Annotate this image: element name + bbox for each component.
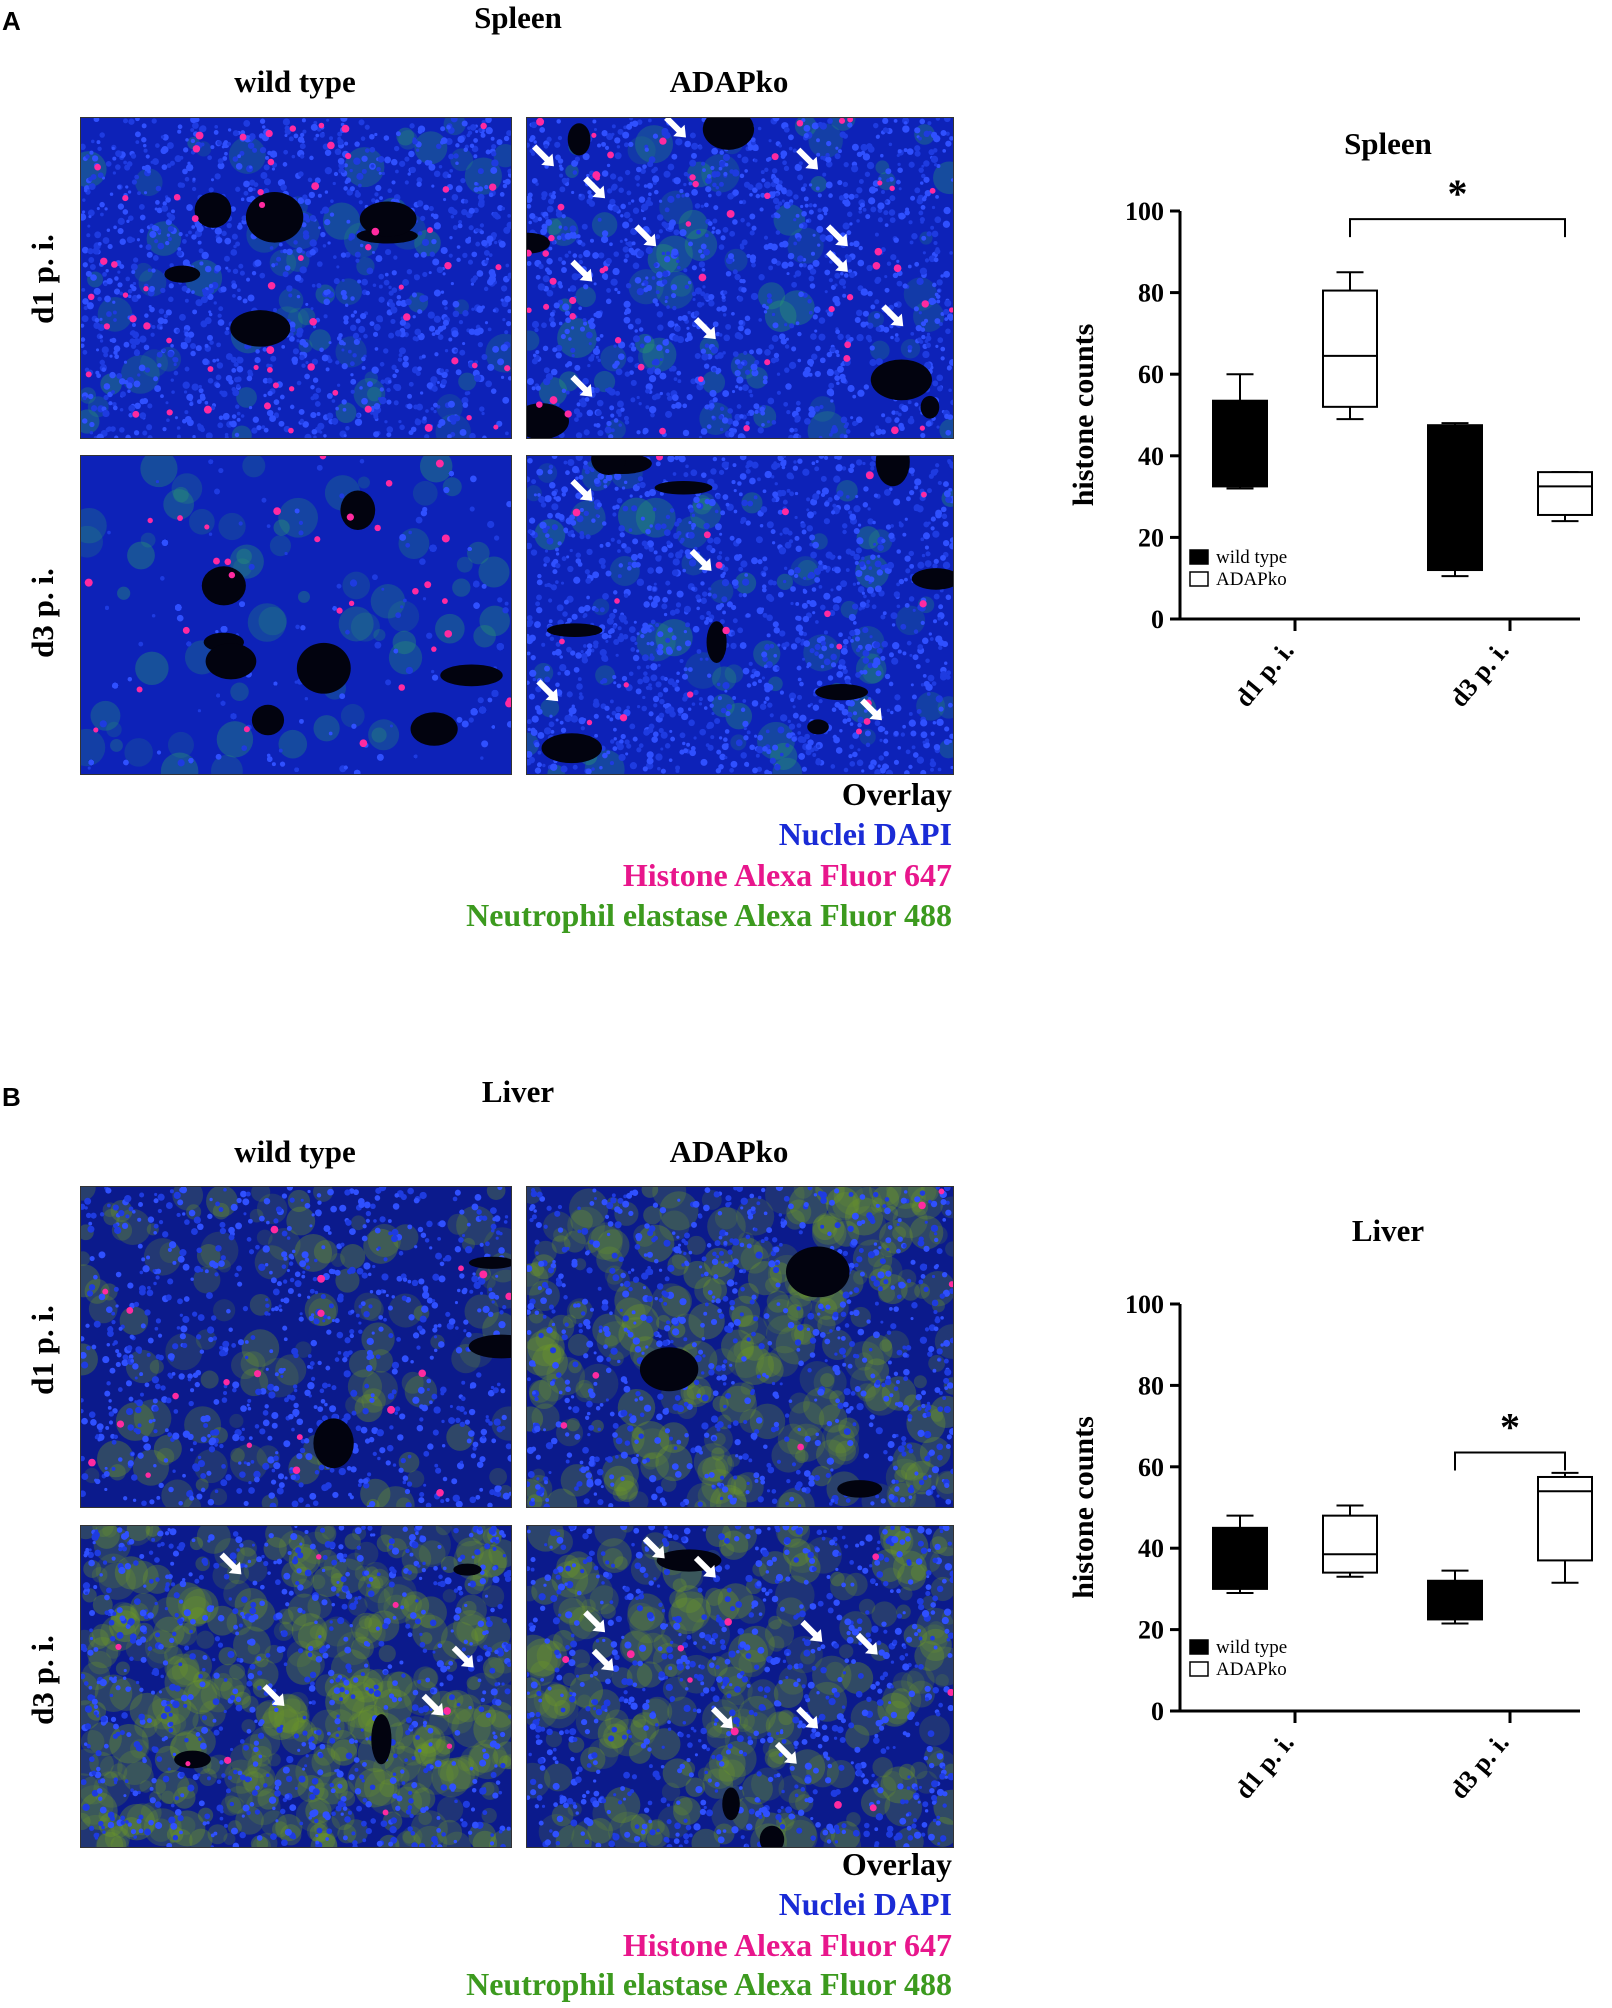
x-tick-label: d1 p. i. [1229,1728,1300,1804]
arrow-marker [693,1555,716,1578]
box-adapko [1537,471,1593,516]
arrow-marker [570,374,593,397]
x-tick-label: d3 p. i. [1444,636,1515,712]
chart-title: Spleen [1344,126,1432,161]
arrow-marker [262,1684,285,1707]
panel-letter-a: A [2,6,21,36]
panel-letter-b: B [2,1082,21,1112]
arrow-marker [689,548,712,571]
arrow-marker [664,118,686,138]
col-label-adapko: ADAPko [669,64,789,99]
arrow-marker [800,1619,823,1642]
legend-label: ADAPko [1216,1659,1287,1680]
box-wild-type [1212,399,1268,488]
boxplot-spleen: Spleen 0 20 40 60 80 100 histone counts d1 p. i.… [1067,126,1593,712]
legend-histone: Histone Alexa Fluor 647 [622,1927,952,1963]
y-tick-label: 100 [1125,197,1164,226]
section-title-spleen: Spleen [474,0,562,35]
arrow-marker [583,176,606,199]
micrograph-liver-wt-d3 [80,1525,512,1848]
significance-bracket [1454,1451,1566,1471]
arrow-marker [583,1610,606,1633]
legend-nuclei-dapi: Nuclei DAPI [778,1886,952,1922]
legend-nuclei-dapi: Nuclei DAPI [778,816,952,852]
col-label-wild-type: wild type [234,64,356,99]
arrow-marker [642,1536,665,1559]
arrow-marker [570,478,593,501]
micrograph-spleen-wt-d3 [80,455,512,775]
legend-swatch [1189,549,1209,565]
y-axis-label: histone counts [1067,324,1100,507]
box-adapko [1322,1514,1378,1574]
micrograph-spleen-adapko-d1 [526,117,954,439]
legend-label: wild type [1216,547,1287,568]
arrow-marker [532,144,554,167]
arrow-marker [825,249,848,272]
y-tick-label: 20 [1138,1616,1164,1645]
arrow-marker [881,304,904,327]
box-wild-type [1427,1579,1483,1621]
arrow-marker [536,679,559,702]
arrow-marker [825,224,848,247]
y-tick-label: 40 [1138,1534,1164,1563]
arrow-marker [860,698,882,721]
significance-bracket [1349,218,1566,238]
arrow-marker [451,1645,474,1668]
legend-overlay: Overlay [841,1846,952,1882]
micrograph-spleen-wt-d1 [80,117,512,439]
arrow-marker [855,1632,878,1655]
y-tick-label: 80 [1138,1371,1164,1400]
significance-star: * [1500,1405,1520,1450]
micrograph-liver-wt-d1 [80,1186,512,1508]
col-label-adapko: ADAPko [669,1134,789,1169]
arrow-marker [796,1706,819,1729]
significance-star: * [1448,171,1468,216]
section-title-liver: Liver [481,1074,555,1109]
arrow-marker [219,1552,242,1575]
arrow-marker [591,1648,614,1671]
legend-neutrophil-elastase: Neutrophil elastase Alexa Fluor 488 [466,1966,952,2002]
y-tick-label: 80 [1138,279,1164,308]
y-tick-label: 60 [1138,1453,1164,1482]
legend-overlay: Overlay [841,776,952,812]
col-label-wild-type: wild type [234,1134,356,1169]
y-tick-label: 0 [1151,1697,1164,1726]
row-label-d3: d3 p. i. [25,1635,60,1725]
y-tick-label: 20 [1138,523,1164,552]
arrow-marker [570,259,593,282]
box-adapko [1322,289,1378,408]
legend-neutrophil-elastase: Neutrophil elastase Alexa Fluor 488 [466,897,952,933]
legend-label: wild type [1216,1637,1287,1658]
arrow-marker [634,224,657,247]
y-tick-label: 60 [1138,360,1164,389]
arrow-marker [421,1693,444,1716]
legend-swatch [1189,571,1209,587]
x-tick-label: d1 p. i. [1229,636,1300,712]
legend-histone: Histone Alexa Fluor 647 [622,857,952,893]
row-label-d3: d3 p. i. [25,568,60,658]
row-label-d1: d1 p. i. [25,1305,60,1395]
row-label-d1: d1 p. i. [25,234,60,324]
y-tick-label: 0 [1151,605,1164,634]
chart-title: Liver [1352,1213,1425,1248]
box-adapko [1537,1475,1593,1562]
micrograph-liver-adapko-d3 [526,1525,954,1848]
arrow-marker [796,147,819,170]
micrograph-liver-adapko-d1 [526,1186,954,1508]
micrograph-spleen-adapko-d3 [526,455,954,775]
legend-label: ADAPko [1216,569,1287,590]
arrow-marker [710,1706,733,1729]
arrow-marker [774,1741,797,1764]
y-axis-label: histone counts [1067,1416,1100,1599]
legend-swatch [1189,1661,1209,1677]
legend-swatch [1189,1639,1209,1655]
y-tick-label: 40 [1138,442,1164,471]
boxplot-liver: Liver 0 20 40 60 80 100 histone counts d1 p. i. d… [1067,1213,1593,1804]
box-wild-type [1427,424,1483,572]
box-wild-type [1212,1526,1268,1590]
arrow-marker [693,317,716,340]
y-tick-label: 100 [1125,1290,1164,1319]
x-tick-label: d3 p. i. [1444,1728,1515,1804]
